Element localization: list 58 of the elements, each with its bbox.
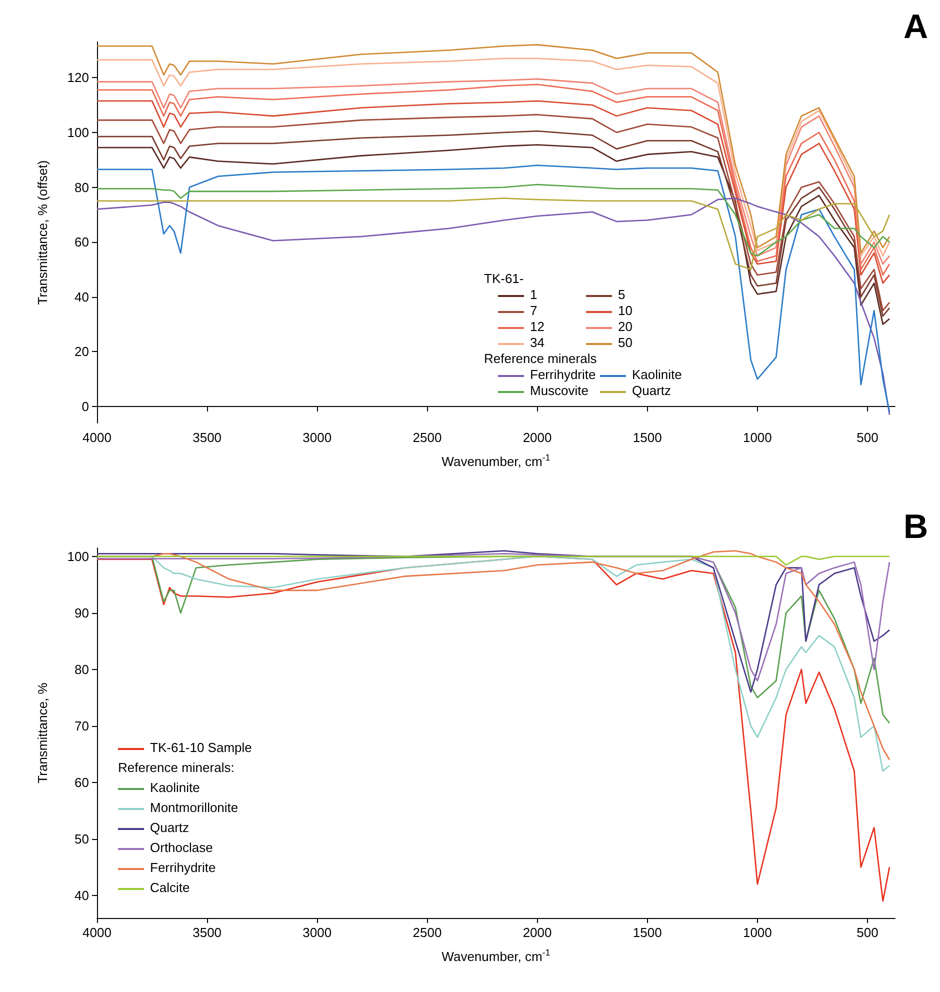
x-tick-label: 500 [856, 430, 878, 445]
x-tick-label: 4000 [82, 430, 112, 445]
text: B [903, 508, 928, 546]
legend-label: 50 [618, 335, 632, 350]
legend-label: 5 [618, 287, 626, 302]
legend-label: Muscovite [530, 383, 589, 398]
y-tick-label: 40 [74, 289, 89, 304]
y-tick-label: 90 [74, 605, 89, 620]
x-tick-label: 2000 [522, 925, 552, 940]
legend-label: Montmorillonite [150, 800, 238, 815]
legend-label: 12 [530, 319, 544, 334]
legend-title: TK-61- [484, 271, 524, 286]
legend-label: Ferrihydrite [530, 367, 596, 382]
y-tick-label: 60 [74, 774, 89, 790]
x-tick-label: 1500 [632, 925, 662, 940]
legend-label: 7 [530, 303, 538, 318]
x-tick-label: 3500 [192, 430, 222, 445]
y-tick-label: 40 [74, 888, 89, 903]
x-tick-label: 2500 [412, 430, 442, 445]
legend-label: Kaolinite [150, 780, 200, 795]
x-tick-label: 4000 [82, 925, 112, 940]
annotation: Reference minerals [484, 351, 598, 366]
legend-label: 20 [618, 319, 632, 334]
x-tick-label: 500 [856, 925, 878, 940]
x-tick-label: 1000 [742, 430, 772, 445]
legend-label: Quartz [150, 820, 190, 835]
y-tick-label: 120 [67, 70, 89, 86]
legend-label: Orthoclase [150, 840, 213, 855]
line-series [96, 184, 890, 256]
legend-label: 1 [530, 287, 538, 302]
y-tick-label: 70 [74, 718, 89, 734]
legend-label: Ferrihydrite [150, 860, 216, 875]
legend-label: Kaolinite [632, 367, 682, 382]
y-axis-title: Transmittance, % [35, 682, 50, 784]
x-tick-label: 2000 [522, 430, 552, 445]
legend-label: TK-61-10 Sample [150, 740, 252, 755]
y-tick-label: 80 [74, 180, 89, 195]
legend-label: Calcite [150, 880, 190, 895]
y-tick-label: 20 [74, 344, 89, 360]
legend-label: 34 [530, 335, 544, 350]
legend-label: 10 [618, 303, 632, 318]
x-tick-label: 3000 [302, 430, 332, 445]
y-tick-label: 100 [67, 124, 89, 140]
legend-label: Quartz [632, 383, 672, 398]
x-tick-label: 2500 [412, 925, 442, 940]
x-tick-label: 3000 [302, 925, 332, 940]
y-tick-label: 80 [74, 662, 89, 677]
annotation: Reference minerals: [118, 760, 234, 775]
text: A [903, 8, 928, 46]
y-tick-label: 100 [67, 548, 89, 564]
y-tick-label: 0 [82, 399, 89, 414]
line-series [96, 198, 890, 270]
x-tick-label: 1000 [742, 925, 772, 940]
x-tick-label: 1500 [632, 430, 662, 445]
y-tick-label: 60 [74, 234, 89, 250]
x-tick-label: 3500 [192, 925, 222, 940]
y-axis-title: Transmittance, % (offset) [35, 160, 50, 305]
y-tick-label: 50 [74, 831, 89, 846]
